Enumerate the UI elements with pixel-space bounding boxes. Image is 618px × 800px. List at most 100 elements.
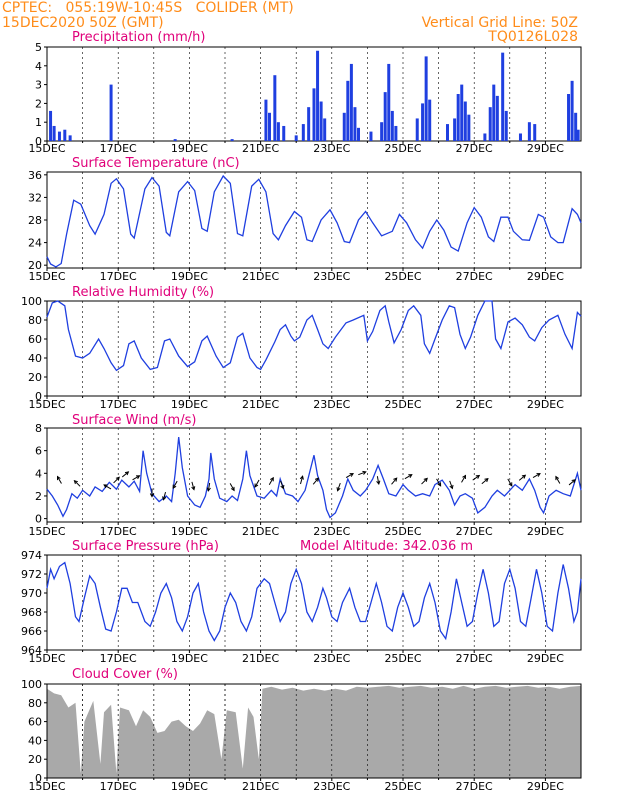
wind-arrow (300, 476, 304, 485)
wind-arrow (472, 475, 480, 481)
precip-bar (264, 99, 268, 141)
series-line (46, 437, 582, 519)
x-tick-label: 23DEC (313, 398, 350, 411)
precip-bar (446, 124, 449, 141)
wind-arrow-head (230, 486, 235, 492)
wind-arrow (518, 474, 526, 481)
precip-bar (312, 88, 316, 141)
y-tick-label: 2 (35, 97, 42, 110)
wind-arrow-head (393, 477, 398, 482)
x-tick-label: 23DEC (313, 525, 350, 538)
x-tick-label: 29DEC (527, 142, 564, 155)
wind-arrow-head (462, 474, 467, 480)
wind-arrow (57, 476, 62, 484)
x-tick-label: 27DEC (456, 270, 493, 283)
wind-arrow (132, 475, 140, 481)
x-tick-label: 23DEC (313, 780, 350, 793)
wind-arrow (268, 477, 274, 485)
x-tick-label: 25DEC (384, 270, 421, 283)
precip-bar (294, 135, 298, 141)
wind-arrow (103, 484, 112, 490)
precip-bar (49, 110, 53, 141)
panel-title: Precipitation (mm/h) (72, 30, 205, 45)
precip-bar (488, 107, 492, 141)
wind-arrow (162, 491, 166, 500)
y-tick-label: 0 (35, 513, 42, 526)
precip-bar (323, 118, 327, 141)
precip-bar (273, 75, 277, 141)
precip-bar (307, 107, 311, 141)
y-tick-label: 0 (35, 135, 42, 148)
wind-arrow-head (103, 484, 108, 489)
y-tick-label: 4 (35, 467, 42, 480)
wind-arrow (449, 480, 453, 489)
y-tick-label: 4 (35, 60, 42, 73)
y-tick-label: 20 (28, 753, 42, 766)
x-tick-label: 17DEC (100, 398, 137, 411)
wind-arrow (345, 473, 354, 478)
x-tick-label: 29DEC (527, 270, 564, 283)
wind-arrow (358, 471, 366, 476)
y-tick-label: 40 (28, 352, 42, 365)
y-tick-label: 60 (28, 333, 42, 346)
precip-bar (567, 94, 571, 141)
wind-arrow (421, 478, 428, 485)
precip-bar (421, 103, 425, 141)
panel-title: Cloud Cover (%) (72, 667, 178, 682)
x-tick-label: 23DEC (313, 652, 350, 665)
wind-arrow (555, 476, 561, 484)
wind-arrow (568, 479, 576, 486)
wind-arrow-head (115, 476, 120, 481)
x-tick-label: 19DEC (171, 780, 208, 793)
x-tick-label: 21DEC (242, 652, 279, 665)
x-tick-label: 25DEC (384, 652, 421, 665)
y-tick-label: 6 (35, 445, 42, 458)
wind-arrow (337, 482, 341, 491)
precip-bar (109, 84, 113, 141)
precip-bar (467, 114, 471, 141)
precip-bar (301, 124, 305, 141)
precip-bar (230, 139, 234, 141)
series-line (46, 174, 582, 268)
y-tick-label: 20 (28, 371, 42, 384)
precip-bar (342, 112, 346, 141)
y-tick-label: 20 (28, 259, 42, 272)
x-tick-label: 19DEC (171, 270, 208, 283)
precip-bar (383, 92, 387, 141)
precip-bar (357, 127, 360, 141)
wind-arrow (532, 473, 541, 478)
x-tick-label: 19DEC (171, 652, 208, 665)
y-tick-label: 964 (21, 644, 42, 657)
header-grid-line: Vertical Grid Line: 50Z (421, 15, 578, 31)
series-line (46, 300, 582, 372)
wind-arrow (254, 479, 260, 488)
y-tick-label: 968 (21, 606, 42, 619)
wind-arrow-head (149, 493, 155, 498)
wind-arrow-head (475, 474, 481, 479)
x-tick-label: 23DEC (313, 142, 350, 155)
x-tick-label: 21DEC (242, 270, 279, 283)
x-tick-label: 19DEC (171, 398, 208, 411)
panel-annotation: Model Altitude: 342.036 m (300, 539, 473, 554)
x-tick-label: 25DEC (384, 780, 421, 793)
header-model: TQ0126L028 (488, 29, 578, 45)
wind-arrow (113, 476, 120, 484)
x-tick-label: 17DEC (100, 780, 137, 793)
y-tick-label: 100 (21, 678, 42, 691)
panel-frame (46, 554, 582, 651)
wind-arrow (280, 480, 284, 489)
wind-arrow (191, 481, 195, 490)
panel-title: Relative Humidity (%) (72, 285, 214, 300)
wind-arrow-head (206, 487, 211, 492)
y-tick-label: 40 (28, 734, 42, 747)
wind-arrow-head (172, 484, 177, 489)
panel-title: Surface Temperature (nC) (72, 156, 240, 171)
y-tick-label: 0 (35, 772, 42, 785)
precip-bar (52, 125, 56, 141)
wind-arrow-head (449, 484, 454, 490)
x-tick-label: 27DEC (456, 652, 493, 665)
x-tick-label: 25DEC (384, 142, 421, 155)
wind-arrow-head (571, 479, 577, 484)
wind-arrow-head (314, 477, 320, 482)
